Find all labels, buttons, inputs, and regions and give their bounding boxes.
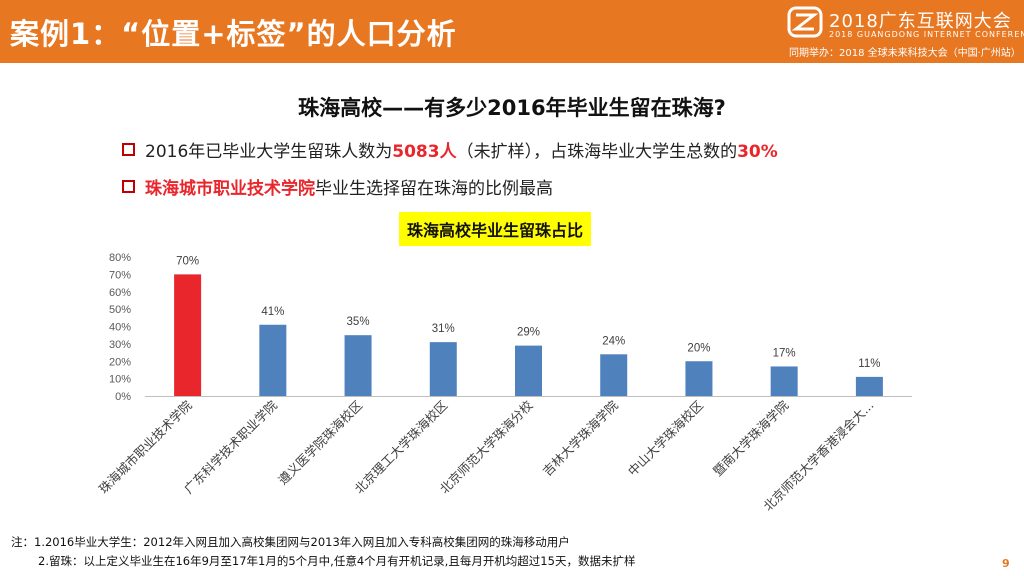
chart-title: 珠海高校毕业生留珠占比 [399, 212, 592, 246]
data-label: 70% [176, 255, 199, 267]
highlight-percent: 30% [737, 142, 778, 162]
data-label: 24% [602, 335, 625, 347]
bullet-text: 毕业生选择留在珠海的比例最高 [315, 179, 553, 199]
data-label: 35% [347, 316, 370, 328]
x-tick-label: 珠海城市职业技术学院 [96, 397, 195, 496]
bar [855, 376, 883, 396]
data-label: 41% [261, 306, 284, 318]
bar [259, 324, 287, 396]
cohost-text: 同期举办：2018 全球未来科技大会（中国·广州站） [789, 48, 1021, 59]
x-tick-label: 遵义医学院珠海校区 [275, 398, 365, 488]
x-tick-label: 广东科学技术职业学院 [181, 397, 280, 496]
x-tick-label: 暨南大学珠海学院 [710, 397, 792, 479]
y-tick-label: 10% [109, 374, 131, 386]
data-label: 20% [687, 342, 710, 354]
bar [174, 274, 202, 396]
header-bar: 案例1：“位置+标签”的人口分析 2018广东互联网大会 2018 GUANGD… [0, 0, 1024, 63]
page-title: 案例1：“位置+标签”的人口分析 [10, 17, 457, 51]
highlight-count: 5083人 [392, 142, 457, 162]
bar [600, 354, 628, 396]
x-tick-label: 北京师范大学珠海分校 [437, 397, 536, 496]
bar [429, 342, 457, 396]
data-label: 17% [773, 347, 796, 359]
data-label: 11% [858, 358, 880, 370]
conference-logo-subtext: 2018 GUANGDONG INTERNET CONFERENCE [829, 30, 1024, 39]
bullet-text: （未扩样），占珠海毕业大学生总数的 [456, 142, 738, 162]
bar [770, 366, 798, 396]
x-tick-label: 中山大学珠海校区 [625, 398, 706, 479]
y-tick-label: 0% [115, 391, 131, 403]
bullet-square-icon [122, 180, 135, 193]
y-tick-label: 40% [109, 322, 131, 334]
y-tick-label: 60% [109, 287, 131, 299]
page-number: 9 [1002, 557, 1010, 570]
conference-logo-icon [787, 6, 823, 38]
footnote-1: 注：1.2016毕业大学生：2012年入网且加入高校集团网与2013年入网且加入… [11, 535, 570, 549]
bullet-text: 2016年已毕业大学生留珠人数为 [145, 142, 393, 162]
highlight-school: 珠海城市职业技术学院 [145, 179, 315, 199]
x-tick-label: 北京理工大学珠海校区 [351, 398, 450, 497]
y-tick-label: 70% [109, 269, 131, 281]
bullet-square-icon [122, 143, 135, 156]
y-tick-label: 50% [109, 304, 131, 316]
slide-subtitle: 珠海高校——有多少2016年毕业生留在珠海? [298, 96, 726, 120]
x-tick-label: 吉林大学珠海学院 [540, 397, 622, 479]
footnote-2: 2.留珠：以上定义毕业生在16年9月至17年1月的5个月中,任意4个月有开机记录… [38, 554, 636, 568]
y-tick-label: 20% [109, 356, 131, 368]
data-label: 31% [432, 323, 455, 335]
conference-logo-text: 2018广东互联网大会 [829, 11, 1012, 32]
bar [344, 335, 372, 396]
y-tick-label: 30% [109, 339, 131, 351]
bar [685, 361, 713, 396]
footnotes: 注：1.2016毕业大学生：2012年入网且加入高校集团网与2013年入网且加入… [11, 533, 635, 571]
y-tick-label: 80% [109, 252, 131, 264]
data-label: 29% [517, 327, 540, 339]
bar [515, 345, 542, 396]
bullet-item-2: 珠海城市职业技术学院毕业生选择留在珠海的比例最高 [122, 174, 553, 199]
bullet-item-1: 2016年已毕业大学生留珠人数为5083人（未扩样），占珠海毕业大学生总数的30… [122, 137, 778, 162]
